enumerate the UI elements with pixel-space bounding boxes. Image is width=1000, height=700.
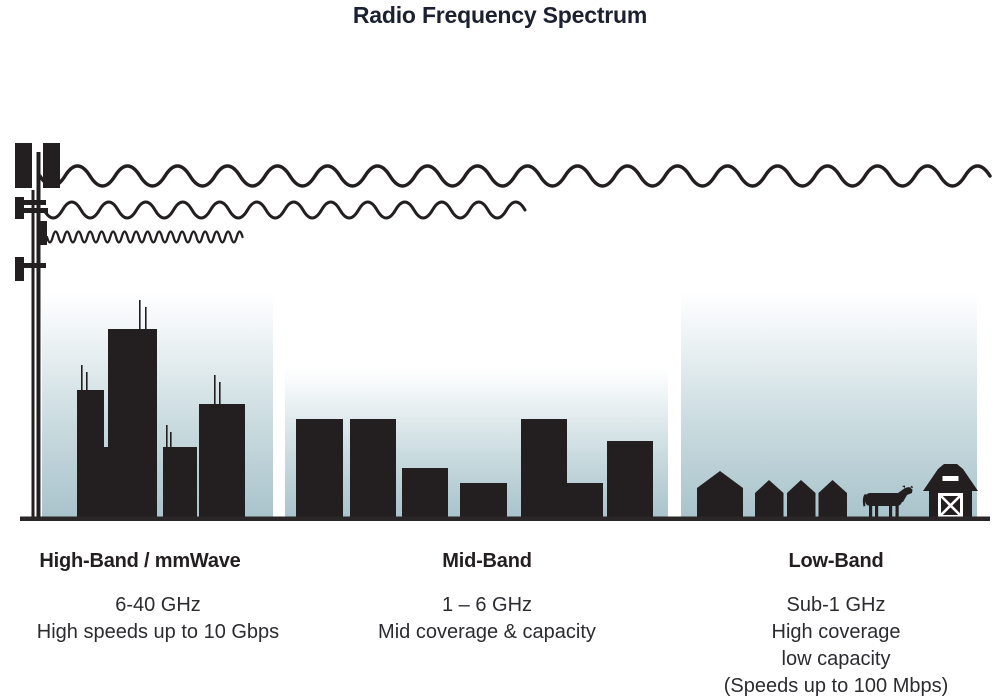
low-band-capacity: low capacity: [781, 648, 891, 670]
cow-ear: [902, 485, 905, 488]
building-silhouette: [296, 419, 343, 518]
tower-mast-leg: [31, 190, 35, 518]
low-band-rural-scene: [697, 464, 978, 518]
house-icon: [818, 480, 847, 518]
rooftop-antenna: [219, 382, 221, 405]
house-icon: [697, 471, 743, 518]
building-silhouette: [402, 468, 448, 518]
building-silhouette: [521, 419, 567, 518]
barn-loft-window: [942, 476, 959, 481]
cow-body: [865, 493, 902, 506]
low-band-heading-block: Low-Band: [686, 548, 986, 575]
mid-band-frequency-range: 1 – 6 GHz: [441, 594, 533, 616]
building-silhouette: [460, 483, 507, 518]
skyscraper-silhouette: [77, 390, 104, 518]
house-icon: [755, 480, 784, 518]
low-band-heading: Low-Band: [788, 550, 884, 572]
mid-band-heading: Mid-Band: [442, 550, 532, 572]
cow-tail: [862, 494, 867, 507]
tower-crossbar: [16, 200, 46, 205]
building-silhouette: [567, 483, 603, 518]
mid-band-town-skyline: [296, 419, 653, 518]
low-band-frequency-range: Sub-1 GHz: [786, 594, 886, 616]
barn-silhouette: [923, 464, 978, 518]
cell-tower-icon: [15, 143, 60, 518]
skyscraper-silhouette: [104, 447, 109, 518]
mid-band-description-block: 1 – 6 GHz Mid coverage & capacity: [337, 592, 637, 646]
barn-icon: [923, 464, 978, 518]
tower-antenna-panel: [15, 143, 32, 188]
high-band-wave: [45, 230, 244, 244]
tower-crossbar: [16, 208, 48, 213]
mid-band-capability: Mid coverage & capacity: [378, 621, 596, 643]
ground-baseline: [20, 516, 990, 521]
rooftop-antenna: [170, 432, 172, 448]
tower-crossbar: [16, 263, 46, 268]
cow-leg: [895, 503, 899, 518]
mid-band-wave: [42, 200, 527, 220]
rooftop-antenna: [214, 375, 216, 405]
building-silhouette: [350, 419, 396, 518]
cow-leg: [875, 503, 879, 518]
cow-ear: [910, 485, 913, 488]
high-band-frequency-range: 6-40 GHz: [115, 594, 201, 616]
low-band-wave: [38, 164, 992, 188]
tower-antenna-panel: [43, 143, 60, 188]
spectrum-diagram: [15, 143, 992, 521]
house-icon: [787, 480, 816, 518]
low-band-speed-note: (Speeds up to 100 Mbps): [723, 675, 949, 697]
rooftop-antenna: [86, 372, 88, 391]
rooftop-antenna: [81, 365, 83, 391]
skyscraper-silhouette: [108, 329, 157, 518]
tower-antenna-panel: [15, 197, 24, 219]
cow-leg: [869, 503, 873, 518]
high-band-city-skyline: [77, 300, 245, 518]
tower-antenna-panel: [40, 221, 47, 245]
skyscraper-silhouette: [199, 404, 245, 518]
rooftop-antenna: [139, 300, 141, 330]
mid-band-heading-block: Mid-Band: [337, 548, 637, 575]
building-silhouette: [607, 441, 653, 518]
skyscraper-silhouette: [163, 447, 197, 518]
high-band-heading-block: High-Band / mmWave: [0, 548, 280, 575]
rooftop-antenna: [145, 307, 147, 330]
high-band-capability: High speeds up to 10 Gbps: [36, 621, 280, 643]
cow-icon: [862, 485, 913, 518]
high-band-description-block: 6-40 GHz High speeds up to 10 Gbps: [8, 592, 308, 646]
barn-door-cross-brace: [940, 495, 961, 516]
tower-mast: [36, 152, 41, 518]
high-band-heading: High-Band / mmWave: [39, 550, 241, 572]
page-title: Radio Frequency Spectrum: [352, 2, 648, 28]
waves-layer: [38, 164, 992, 244]
cow-leg: [889, 503, 893, 518]
rooftop-antenna: [166, 425, 168, 448]
low-band-description-block: Sub-1 GHz High coverage low capacity (Sp…: [686, 592, 986, 700]
tower-antenna-panel: [15, 257, 24, 281]
low-band-coverage: High coverage: [771, 621, 901, 643]
cow-head: [898, 487, 913, 502]
